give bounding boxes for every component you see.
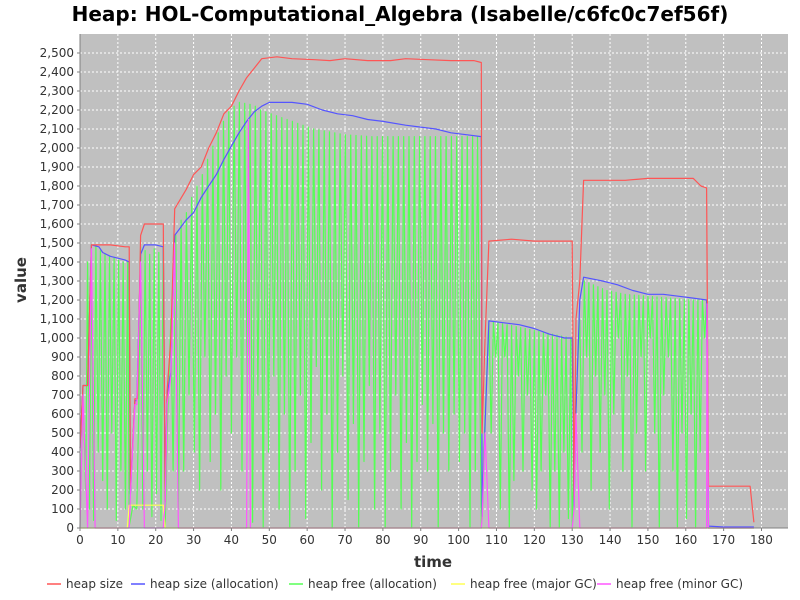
- y-tick-label: 2,200: [40, 103, 74, 117]
- chart-title: Heap: HOL-Computational_Algebra (Isabell…: [72, 2, 729, 26]
- x-tick-label: 140: [599, 533, 622, 547]
- y-tick-label: 900: [51, 350, 74, 364]
- legend-label: heap size: [66, 577, 123, 591]
- legend-label: heap size (allocation): [150, 577, 279, 591]
- y-tick-label: 1,900: [40, 160, 74, 174]
- y-tick-label: 100: [51, 502, 74, 516]
- x-tick-label: 90: [413, 533, 428, 547]
- x-tick-label: 10: [110, 533, 125, 547]
- legend-label: heap free (allocation): [308, 577, 437, 591]
- y-tick-label: 1,600: [40, 217, 74, 231]
- y-tick-label: 500: [51, 426, 74, 440]
- y-tick-label: 1,800: [40, 179, 74, 193]
- y-tick-label: 2,300: [40, 84, 74, 98]
- y-tick-label: 2,100: [40, 122, 74, 136]
- x-tick-label: 120: [523, 533, 546, 547]
- y-tick-label: 1,400: [40, 255, 74, 269]
- x-tick-label: 40: [224, 533, 239, 547]
- x-tick-label: 60: [300, 533, 315, 547]
- x-tick-label: 0: [76, 533, 84, 547]
- y-tick-label: 1,500: [40, 236, 74, 250]
- x-tick-label: 110: [485, 533, 508, 547]
- y-tick-label: 1,200: [40, 293, 74, 307]
- y-tick-label: 1,300: [40, 274, 74, 288]
- y-tick-label: 200: [51, 483, 74, 497]
- x-tick-label: 50: [262, 533, 277, 547]
- x-tick-label: 130: [561, 533, 584, 547]
- y-tick-label: 0: [66, 521, 74, 535]
- x-tick-label: 100: [447, 533, 470, 547]
- y-axis-ticks: 0 100 200 300 400 500 600 700 800 900 1,000 1,100 1,…: [40, 46, 80, 535]
- series-line-0: [79, 56, 755, 523]
- y-tick-label: 300: [51, 464, 74, 478]
- x-tick-label: 170: [712, 533, 735, 547]
- y-axis-label: value: [12, 257, 30, 303]
- x-tick-label: 30: [186, 533, 201, 547]
- y-tick-label: 2,400: [40, 65, 74, 79]
- series-line-1: [79, 101, 754, 528]
- x-tick-label: 80: [375, 533, 390, 547]
- x-tick-label: 20: [148, 533, 163, 547]
- legend: heap size heap size (allocation) heap free…: [47, 577, 743, 591]
- y-tick-label: 2,500: [40, 46, 74, 60]
- y-tick-label: 600: [51, 407, 74, 421]
- series-line-2: [79, 101, 754, 529]
- y-tick-label: 1,700: [40, 198, 74, 212]
- legend-label: heap free (minor GC): [616, 577, 743, 591]
- legend-label: heap free (major GC): [470, 577, 597, 591]
- y-tick-label: 400: [51, 445, 74, 459]
- y-tick-label: 700: [51, 388, 74, 402]
- x-tick-label: 160: [674, 533, 697, 547]
- x-tick-label: 70: [337, 533, 352, 547]
- series-line-4: [79, 118, 754, 529]
- x-axis-ticks: 0 10 20 30 40 50 60 70 80 90 100 110 120 130 140 150 160…: [76, 528, 773, 547]
- y-tick-label: 2,000: [40, 141, 74, 155]
- x-axis-label: time: [414, 553, 452, 571]
- y-tick-label: 1,100: [40, 312, 74, 326]
- x-tick-label: 180: [750, 533, 773, 547]
- y-tick-label: 1,000: [40, 331, 74, 345]
- y-tick-label: 800: [51, 369, 74, 383]
- x-tick-label: 150: [636, 533, 659, 547]
